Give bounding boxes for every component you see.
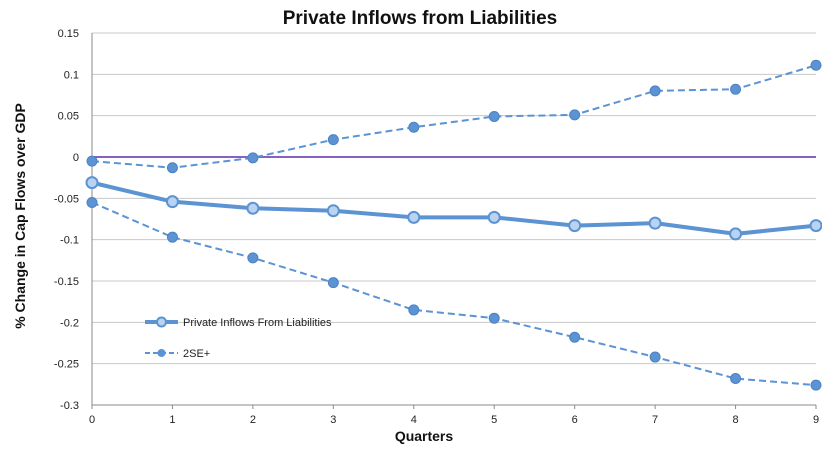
band-point: [166, 231, 178, 243]
x-tick-label: 5: [491, 414, 497, 426]
band-point: [730, 83, 742, 95]
band-point: [327, 277, 339, 289]
y-tick-label: 0: [73, 152, 79, 164]
main-series-point: [487, 210, 501, 224]
band-point: [166, 162, 178, 174]
x-tick-label: 6: [572, 414, 578, 426]
confidence-band-line: [91, 201, 817, 387]
band-point: [247, 252, 259, 264]
legend: Private Inflows From Liabilities 2SE+: [145, 316, 332, 360]
band-point: [730, 373, 742, 385]
y-tick-label: -0.1: [60, 235, 79, 247]
x-axis-title: Quarters: [395, 428, 454, 444]
band-point: [247, 152, 259, 164]
main-series-point: [246, 201, 260, 215]
main-series-point: [809, 219, 822, 233]
band-point: [649, 85, 661, 97]
main-series-point: [407, 210, 421, 224]
band-point: [488, 312, 500, 324]
band-point: [649, 351, 661, 363]
y-axis-title: % Change in Cap Flows over GDP: [12, 103, 28, 329]
band-point: [810, 59, 822, 71]
band-point: [408, 304, 420, 316]
main-series-point: [648, 216, 662, 230]
legend-label-band: 2SE+: [183, 348, 210, 360]
x-tick-label: 7: [652, 414, 658, 426]
axes: 0.15 0.1 0.05 0 -0.05 -0.1 -0.15 -0.2 -0.25 -0.3 0…: [54, 28, 819, 426]
band-point: [569, 331, 581, 343]
band-point: [86, 196, 98, 208]
y-tick-label: 0.05: [58, 111, 79, 123]
x-tick-label: 9: [813, 414, 819, 426]
band-point: [488, 110, 500, 122]
main-series-point: [326, 204, 340, 218]
confidence-band-line: [91, 64, 817, 169]
legend-label-main: Private Inflows From Liabilities: [183, 317, 332, 329]
main-series-point: [568, 219, 582, 233]
band-point: [327, 134, 339, 146]
x-tick-label: 0: [89, 414, 95, 426]
x-tick-label: 3: [330, 414, 336, 426]
y-tick-label: -0.05: [54, 193, 79, 205]
x-tick-label: 4: [411, 414, 417, 426]
main-series-point: [85, 176, 99, 190]
band-point: [810, 379, 822, 391]
x-tick-label: 8: [732, 414, 738, 426]
y-tick-label: -0.3: [60, 400, 79, 412]
legend-marker-main: [156, 316, 167, 328]
y-tick-label: -0.25: [54, 359, 79, 371]
legend-marker-band: [157, 349, 166, 357]
x-tick-label: 2: [250, 414, 256, 426]
y-tick-label: 0.15: [58, 28, 79, 40]
band-point: [408, 121, 420, 133]
main-series-line: [91, 180, 817, 236]
series-layer: [85, 59, 822, 391]
band-point: [569, 109, 581, 121]
chart-title: Private Inflows from Liabilities: [283, 8, 558, 29]
y-tick-label: -0.15: [54, 276, 79, 288]
y-tick-label: 0.1: [64, 69, 79, 81]
band-point: [86, 155, 98, 167]
main-series-point: [729, 227, 743, 241]
x-tick-label: 1: [169, 414, 175, 426]
y-tick-label: -0.2: [60, 317, 79, 329]
main-series-point: [165, 195, 179, 209]
